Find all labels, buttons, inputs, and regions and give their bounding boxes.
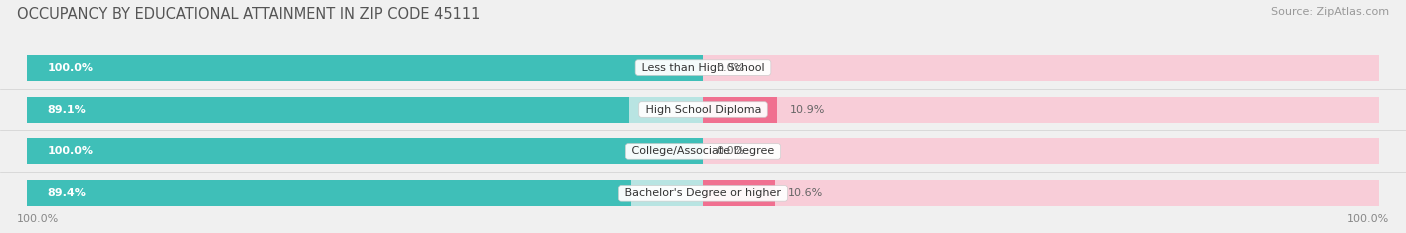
Bar: [703, 180, 1379, 206]
Text: OCCUPANCY BY EDUCATIONAL ATTAINMENT IN ZIP CODE 45111: OCCUPANCY BY EDUCATIONAL ATTAINMENT IN Z…: [17, 7, 481, 22]
Bar: [27, 180, 703, 206]
Bar: [27, 55, 703, 81]
Bar: [703, 138, 1379, 164]
Text: Source: ZipAtlas.com: Source: ZipAtlas.com: [1271, 7, 1389, 17]
Bar: [27, 96, 703, 123]
Text: 0.0%: 0.0%: [717, 147, 745, 156]
Text: 100.0%: 100.0%: [17, 214, 59, 224]
Text: 10.6%: 10.6%: [789, 188, 824, 198]
Text: 100.0%: 100.0%: [48, 63, 93, 72]
Bar: [27, 96, 630, 123]
Text: 10.9%: 10.9%: [790, 105, 825, 114]
Bar: [703, 55, 1379, 81]
Bar: [27, 180, 631, 206]
Bar: [703, 180, 775, 206]
Bar: [703, 96, 776, 123]
Text: 0.0%: 0.0%: [717, 63, 745, 72]
Text: Bachelor's Degree or higher: Bachelor's Degree or higher: [621, 188, 785, 198]
Text: 100.0%: 100.0%: [1347, 214, 1389, 224]
Text: 100.0%: 100.0%: [48, 147, 93, 156]
Text: College/Associate Degree: College/Associate Degree: [628, 147, 778, 156]
Bar: [27, 138, 703, 164]
Text: 89.4%: 89.4%: [48, 188, 86, 198]
Text: High School Diploma: High School Diploma: [641, 105, 765, 114]
Bar: [27, 138, 703, 164]
Bar: [27, 55, 703, 81]
Text: Less than High School: Less than High School: [638, 63, 768, 72]
Text: 89.1%: 89.1%: [48, 105, 86, 114]
Bar: [703, 96, 1379, 123]
